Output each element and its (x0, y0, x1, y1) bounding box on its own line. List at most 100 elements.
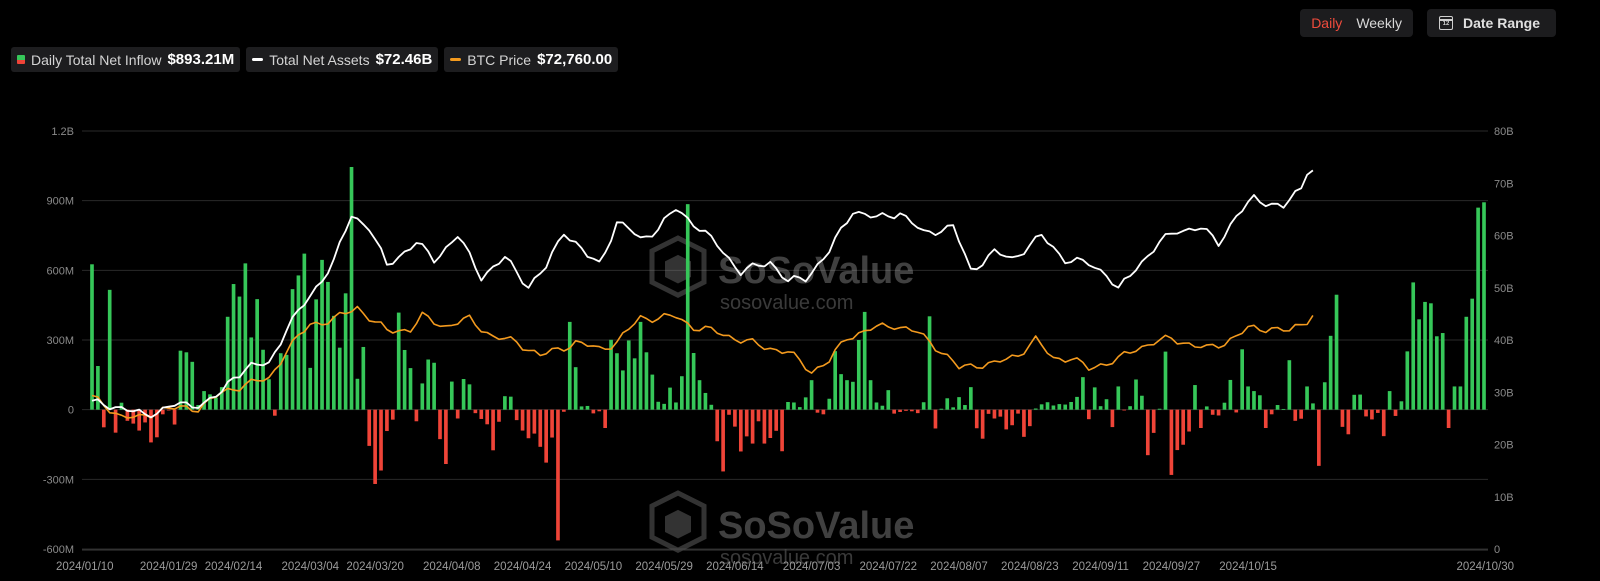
inflow-bar (1275, 405, 1280, 410)
legend-item-daily-inflow[interactable]: Daily Total Net Inflow $893.21M (11, 47, 241, 72)
x-tick-label: 2024/03/04 (281, 561, 339, 573)
x-tick-label: 2024/07/03 (783, 561, 841, 573)
watermark-brand: SoSoValue (718, 250, 914, 292)
inflow-bar (538, 409, 543, 447)
inflow-bar (467, 384, 472, 410)
x-tick-label: 2024/09/27 (1143, 561, 1201, 573)
inflow-bar (508, 396, 513, 410)
inflow-bar (1122, 409, 1127, 411)
inflow-bar (1393, 409, 1398, 416)
inflow-bar (514, 409, 519, 421)
inflow-bar (1169, 409, 1174, 475)
y-left-tick-label: 900M (46, 196, 74, 208)
inflow-bar (998, 409, 1003, 417)
inflow-bar (656, 401, 661, 410)
legend-item-total-net-assets[interactable]: Total Net Assets $72.46B (246, 47, 439, 72)
inflow-bar (520, 409, 525, 431)
inflow-bar (208, 394, 212, 410)
y-left-tick-label: 300M (46, 335, 74, 347)
inflow-bar (273, 409, 277, 416)
legend-label: Daily Total Net Inflow (31, 51, 162, 68)
inflow-bar (1157, 408, 1162, 410)
y-left-tick-label: 0 (68, 405, 74, 417)
inflow-bar (597, 409, 602, 412)
inflow-bar (1269, 409, 1274, 415)
inflow-bar (803, 397, 808, 410)
inflow-bar (1346, 409, 1351, 435)
inflow-bar (910, 409, 914, 412)
inflow-bar (178, 350, 183, 410)
inflow-bar (402, 349, 407, 410)
inflow-bar (1175, 409, 1180, 451)
inflow-bar (585, 405, 590, 410)
inflow-bar (503, 396, 507, 410)
watermarks: SoSoValuesosovalue.comSoSoValuesosovalue… (649, 235, 914, 569)
inflow-bar (485, 409, 490, 425)
inflow-bar (278, 353, 283, 410)
legend-value: $893.21M (167, 51, 235, 68)
inflow-bar (166, 409, 171, 411)
inflow-bar (1004, 409, 1009, 430)
inflow-bar (621, 370, 625, 410)
watermark-logo-icon (649, 490, 707, 553)
inflow-bar (709, 404, 714, 410)
inflow-bar (821, 409, 826, 415)
inflow-bar (1033, 408, 1038, 410)
inflow-bar (1081, 377, 1085, 410)
y-right-tick-label: 40B (1494, 335, 1514, 347)
inflow-bar (1098, 406, 1103, 410)
inflow-bar (945, 398, 950, 410)
inflow-bar (326, 281, 330, 410)
inflow-bar (986, 409, 991, 414)
inflow-bar (1452, 386, 1457, 410)
inflow-bar (921, 402, 926, 410)
inflow-bar (1075, 396, 1079, 410)
inflow-bar (1482, 202, 1486, 410)
inflow-bar (1328, 335, 1333, 410)
inflow-bar (249, 337, 254, 410)
x-tick-label: 2024/08/07 (930, 561, 988, 573)
inflow-bar (904, 409, 908, 411)
x-tick-label: 2024/05/10 (565, 561, 623, 573)
inflow-bar (290, 289, 295, 410)
inflow-bar (432, 362, 436, 410)
inflow-bar (1440, 333, 1445, 410)
watermark-url: sosovalue.com (720, 547, 853, 569)
inflow-bar (992, 409, 997, 419)
inflow-bar (1069, 402, 1073, 410)
daily-button[interactable]: Daily (1311, 15, 1343, 31)
inflow-bar (1204, 406, 1209, 410)
x-tick-label: 2024/10/30 (1456, 561, 1514, 573)
date-range-button[interactable]: 12 Date Range (1426, 9, 1556, 37)
inflow-bar (957, 397, 961, 410)
watermark-brand: SoSoValue (718, 505, 914, 547)
inflow-bar (225, 316, 230, 410)
inflow-bar (149, 409, 153, 443)
date-range-label: Date Range (1462, 15, 1540, 31)
inflow-bar (685, 204, 690, 410)
inflow-bar (332, 315, 336, 410)
weekly-button[interactable]: Weekly (1356, 15, 1402, 31)
legend-item-btc-price[interactable]: BTC Price $72,760.00 (444, 47, 619, 72)
inflow-bar (733, 409, 737, 427)
inflow-bar (367, 409, 372, 446)
inflow-bar (267, 379, 271, 410)
inflow-bar (1016, 409, 1020, 414)
inflow-bar (101, 409, 106, 428)
inflow-bar (219, 387, 224, 410)
inflow-bar (1299, 409, 1303, 419)
inflow-bar (591, 409, 596, 414)
inflow-bar (615, 353, 619, 410)
inflow-bar (750, 409, 755, 444)
inflow-bar (892, 409, 896, 414)
inflow-bar (1151, 409, 1156, 433)
total-net-assets-line (91, 169, 1314, 419)
period-toggle: Daily Weekly (1300, 9, 1413, 37)
inflow-bar (184, 352, 189, 410)
inflow-bar (603, 409, 607, 429)
inflow-bar (172, 409, 177, 425)
inflow-bar (1252, 391, 1256, 410)
inflow-bar (408, 368, 413, 410)
y-left-tick-label: 600M (46, 265, 74, 277)
